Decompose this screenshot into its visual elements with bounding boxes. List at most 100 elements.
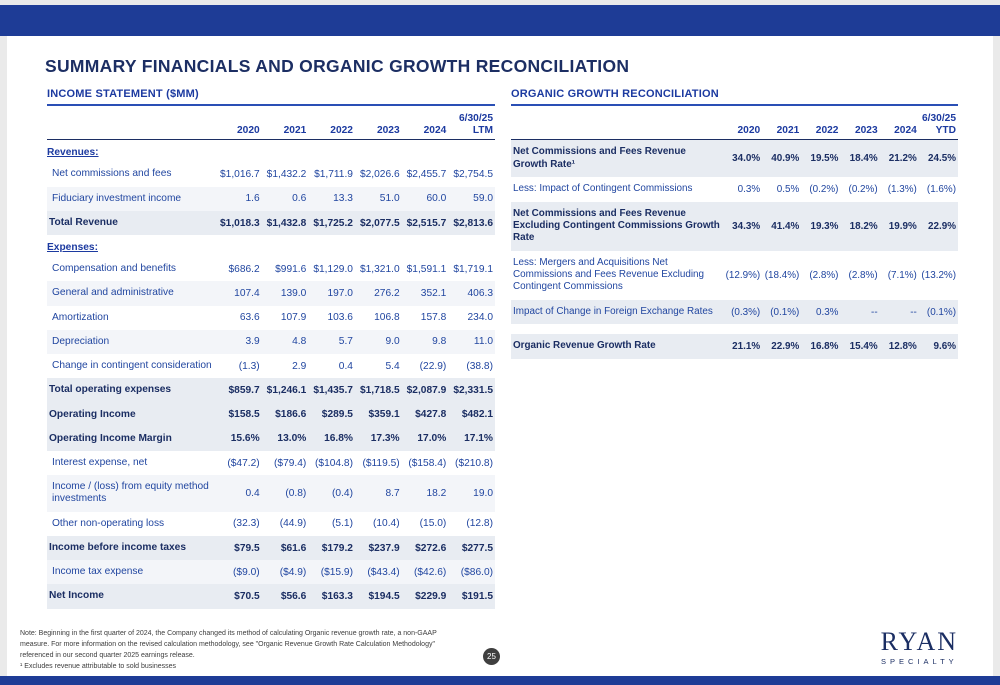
column-header: 2021 (776, 124, 800, 136)
cell-value: 9.6% (918, 334, 958, 359)
table-row: Net Commissions and Fees Revenue Growth … (511, 139, 958, 178)
footnote-line: Note: Beginning in the first quarter of … (20, 630, 437, 637)
cell-value: 51.0 (354, 186, 402, 211)
row-label: Net Commissions and Fees Revenue Growth … (511, 139, 723, 178)
row-label: Amortization (52, 311, 109, 323)
table-row: General and administrative 107.4 139.0 197.… (47, 281, 495, 306)
cell-value: 197.0 (308, 281, 355, 306)
cell-value: 352.1 (401, 281, 449, 306)
table-row: Less: Impact of Contingent Commissions 0.… (511, 177, 958, 201)
cell-value: 9.0 (354, 329, 402, 355)
cell-value: $1,432.2 (266, 169, 307, 181)
spacer-row (511, 324, 958, 335)
cell-value: $1,725.2 (308, 210, 355, 236)
cell-value: $2,515.7 (401, 210, 449, 236)
cell-value (448, 140, 495, 163)
cell-value: ($43.4) (354, 560, 402, 585)
cell-value: ($79.4) (274, 457, 307, 469)
cell-value: $2,331.5 (448, 378, 495, 403)
row-label: Change in contingent consideration (52, 360, 212, 372)
column-header: 2022 (330, 124, 353, 136)
column-header: 2023 (376, 124, 400, 136)
cell-value: 16.8% (801, 334, 841, 359)
cell-value: ($104.8) (315, 457, 353, 469)
cell-value: 15.6% (215, 426, 262, 452)
cell-value: 34.3% (723, 201, 763, 251)
cell-value: 107.4 (215, 281, 262, 306)
row-label: Organic Revenue Growth Rate (511, 334, 723, 359)
cell-value: (1.3%) (887, 183, 917, 195)
cell-value: 16.8% (308, 426, 355, 452)
cell-value: 22.9% (762, 334, 802, 359)
cell-value: 22.9% (918, 201, 958, 251)
cell-value: 34.0% (723, 139, 763, 178)
table-row: Compensation and benefits $686.2 $991.6 $1,… (47, 257, 495, 281)
cell-value: $991.6 (275, 263, 307, 275)
cell-value: $179.2 (308, 535, 355, 561)
cell-value: $70.5 (215, 584, 262, 609)
cell-value: $2,813.6 (448, 210, 495, 236)
row-label: Total operating expenses (47, 378, 215, 403)
income-statement-panel: INCOME STATEMENT ($MM) 2020 2021 2022 2023 2… (47, 88, 495, 609)
cell-value (215, 140, 262, 163)
cell-value (402, 235, 449, 257)
cell-value: $272.6 (401, 535, 449, 561)
table-row: Less: Mergers and Acquisitions Net Commi… (511, 251, 958, 300)
cell-value: 0.4 (215, 475, 262, 512)
cell-value: $2,087.9 (401, 378, 449, 403)
cell-value: (0.1%) (918, 299, 958, 325)
cell-value: ($15.9) (308, 560, 355, 585)
cell-value: (18.4%) (764, 269, 800, 281)
section-row: Expenses: (47, 235, 495, 257)
cell-value: (12.8) (466, 518, 493, 530)
cell-value: $186.6 (261, 402, 309, 427)
page-number-badge: 25 (483, 648, 500, 665)
cell-value: ($47.2) (227, 457, 260, 469)
cell-value: 59.0 (448, 186, 495, 211)
cell-value: $2,077.5 (354, 210, 402, 236)
cell-value: 2.9 (292, 360, 307, 372)
cell-value: 13.0% (261, 426, 309, 452)
cell-value: 15.4% (840, 334, 880, 359)
footnote-line: referenced in our second quarter 2025 ea… (20, 651, 195, 659)
bottom-accent-bar (0, 676, 1000, 685)
row-label: Depreciation (47, 329, 215, 355)
cell-value: -- (879, 299, 919, 325)
cell-value: 234.0 (467, 312, 494, 324)
cell-value: 5.7 (308, 329, 355, 355)
column-header: 2020 (236, 124, 260, 136)
row-label: Impact of Change in Foreign Exchange Rat… (511, 299, 723, 325)
cell-value: 18.2% (840, 201, 880, 251)
table-row: Income before income taxes $79.5 $61.6 $179… (47, 535, 495, 561)
table-row: Operating Income Margin 15.6% 13.0% 16.8% 17… (47, 426, 495, 452)
column-header: 2023 (854, 124, 878, 136)
cell-value (402, 140, 449, 163)
cell-value: (10.4) (373, 518, 400, 530)
cell-value: 11.0 (448, 329, 495, 355)
cell-value: $427.8 (401, 402, 449, 427)
cell-value: 1.6 (215, 186, 262, 211)
row-label: Operating Income Margin (47, 426, 215, 452)
cell-value: (44.9) (279, 518, 307, 530)
cell-value: ($158.4) (408, 457, 447, 469)
row-label-column-header (511, 108, 723, 140)
table-row: Organic Revenue Growth Rate 21.1% 22.9% 16.… (511, 334, 958, 359)
row-label: Less: Mergers and Acquisitions Net Commi… (513, 256, 705, 293)
cell-value: ($42.6) (401, 560, 449, 585)
cell-value: $56.6 (261, 584, 309, 609)
cell-value: ($210.8) (455, 457, 493, 469)
cell-value: 13.3 (308, 186, 355, 211)
cell-value: (12.9%) (725, 269, 761, 281)
row-label: Total Revenue (47, 210, 215, 236)
table-row: Interest expense, net ($47.2) ($79.4) ($104… (47, 451, 495, 475)
table-row: Other non-operating loss (32.3) (44.9) (5.1… (47, 512, 495, 536)
row-label: Net commissions and fees (52, 168, 172, 180)
table-row: Fiduciary investment income 1.6 0.6 13.3 51.… (47, 186, 495, 211)
cell-value: (0.4) (308, 475, 355, 512)
cell-value: $158.5 (215, 402, 262, 427)
cell-value: 276.2 (354, 281, 402, 306)
cell-value: 0.6 (261, 186, 309, 211)
cell-value: $1,591.1 (406, 263, 447, 275)
cell-value: 19.5% (801, 139, 841, 178)
cell-value: $2,026.6 (359, 169, 400, 181)
